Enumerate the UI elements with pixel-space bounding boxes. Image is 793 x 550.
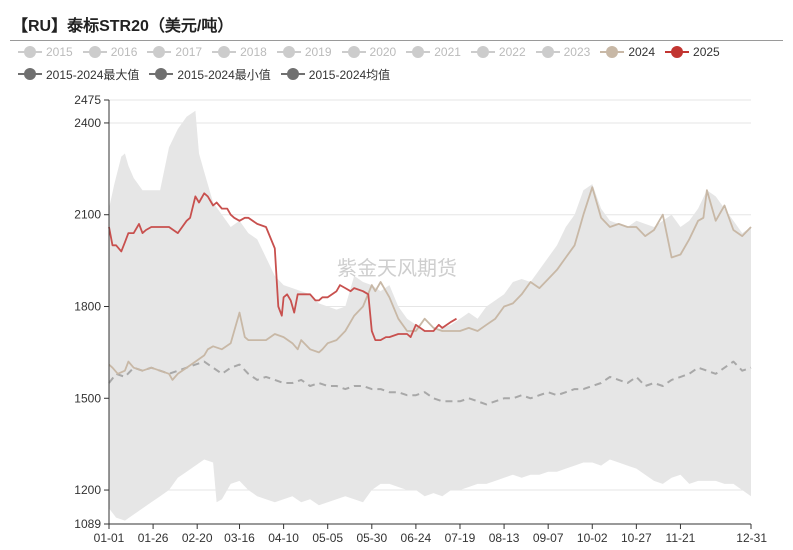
legend-label: 2023: [563, 45, 591, 59]
x-tick-label: 05-05: [312, 531, 343, 545]
title-divider: [10, 40, 783, 41]
legend-item-2021[interactable]: 2021: [406, 44, 461, 60]
legend-marker-icon: [18, 67, 42, 81]
legend-marker-icon: [341, 45, 366, 59]
x-tick-label: 01-26: [138, 531, 169, 545]
legend-marker-icon: [535, 45, 560, 59]
legend-item-2018[interactable]: 2018: [212, 44, 267, 60]
legend-label: 2015-2024最小值: [177, 67, 271, 82]
y-tick-label: 2100: [74, 208, 101, 222]
legend-marker-icon: [406, 45, 431, 59]
legend-marker-icon: [149, 67, 174, 81]
legend-stats: 2015-2024最大值 2015-2024最小值 2015-2024均值: [18, 66, 400, 82]
legend-item-2015-2024均值[interactable]: 2015-2024均值: [280, 66, 391, 82]
legend-label: 2019: [304, 45, 332, 59]
legend-label: 2017: [175, 45, 203, 59]
series-line-2015-2024均值: [108, 360, 752, 406]
x-tick-label: 12-31: [736, 531, 767, 545]
legend-label: 2018: [240, 45, 267, 59]
legend-item-2022[interactable]: 2022: [470, 44, 526, 60]
legend-marker-icon: [600, 45, 625, 59]
legend-years: 2015 2016 2017 2018 2019 2020 2021 2022 2023 2024…: [18, 44, 730, 60]
x-tick-label: 02-20: [182, 531, 213, 545]
legend-label: 2020: [369, 45, 397, 59]
legend-item-2019[interactable]: 2019: [276, 44, 332, 60]
axes: 1089 1200 1500 1800 2100 2400 2475 01-01 01-26 02…: [74, 93, 767, 545]
x-tick-label: 03-16: [224, 531, 255, 545]
legend-item-2015-2024最小值[interactable]: 2015-2024最小值: [149, 66, 271, 82]
legend-marker-icon: [82, 45, 107, 59]
legend-label: 2016: [110, 45, 138, 59]
y-tick-label: 1500: [74, 391, 101, 405]
x-tick-label: 11-21: [666, 531, 696, 545]
x-tick-label: 10-02: [577, 531, 608, 545]
y-tick-label: 2475: [74, 93, 101, 107]
watermark: 紫金天风期货: [337, 257, 457, 280]
x-tick-label: 08-13: [489, 531, 520, 545]
x-tick-label: 04-10: [268, 531, 299, 545]
legend-marker-icon: [18, 45, 42, 59]
legend-item-2015-2024最大值[interactable]: 2015-2024最大值: [18, 66, 139, 82]
x-tick-label: 06-24: [401, 531, 432, 545]
legend-item-2025[interactable]: 2025: [665, 44, 720, 60]
y-tick-label: 2400: [74, 116, 101, 130]
legend-item-2017[interactable]: 2017: [147, 44, 202, 60]
legend-item-2024[interactable]: 2024: [600, 44, 655, 60]
range-band-area: [109, 110, 751, 521]
x-tick-label: 09-07: [533, 531, 564, 545]
legend-label: 2015-2024均值: [308, 67, 391, 82]
x-tick-label: 07-19: [445, 531, 476, 545]
x-tick-label: 05-30: [356, 531, 387, 545]
legend-label: 2015: [46, 45, 73, 59]
legend-marker-icon: [470, 45, 495, 59]
legend-label: 2015-2024最大值: [46, 67, 140, 82]
legend-item-2015[interactable]: 2015: [18, 44, 73, 60]
legend-label: 2024: [628, 45, 656, 59]
legend-marker-icon: [665, 45, 690, 59]
series-lines: [108, 186, 752, 406]
chart-title: 【RU】泰标STR20（美元/吨）: [12, 18, 234, 35]
legend-marker-icon: [212, 45, 237, 59]
series-line-2025: [108, 192, 457, 342]
legend-marker-icon: [276, 45, 301, 59]
legend-item-2016[interactable]: 2016: [82, 44, 138, 60]
y-tick-label: 1089: [74, 517, 101, 531]
legend-marker-icon: [147, 45, 172, 59]
legend-label: 2025: [693, 45, 720, 59]
x-tick-label: 10-27: [621, 531, 652, 545]
legend-item-2023[interactable]: 2023: [535, 44, 591, 60]
legend-label: 2021: [434, 45, 461, 59]
y-tick-label: 1800: [74, 299, 101, 313]
x-tick-label: 01-01: [94, 531, 125, 545]
y-tick-label: 1200: [74, 483, 101, 497]
legend-item-2020[interactable]: 2020: [341, 44, 397, 60]
series-line-2024: [108, 186, 752, 381]
legend-label: 2022: [498, 45, 526, 59]
legend-marker-icon: [280, 67, 305, 81]
